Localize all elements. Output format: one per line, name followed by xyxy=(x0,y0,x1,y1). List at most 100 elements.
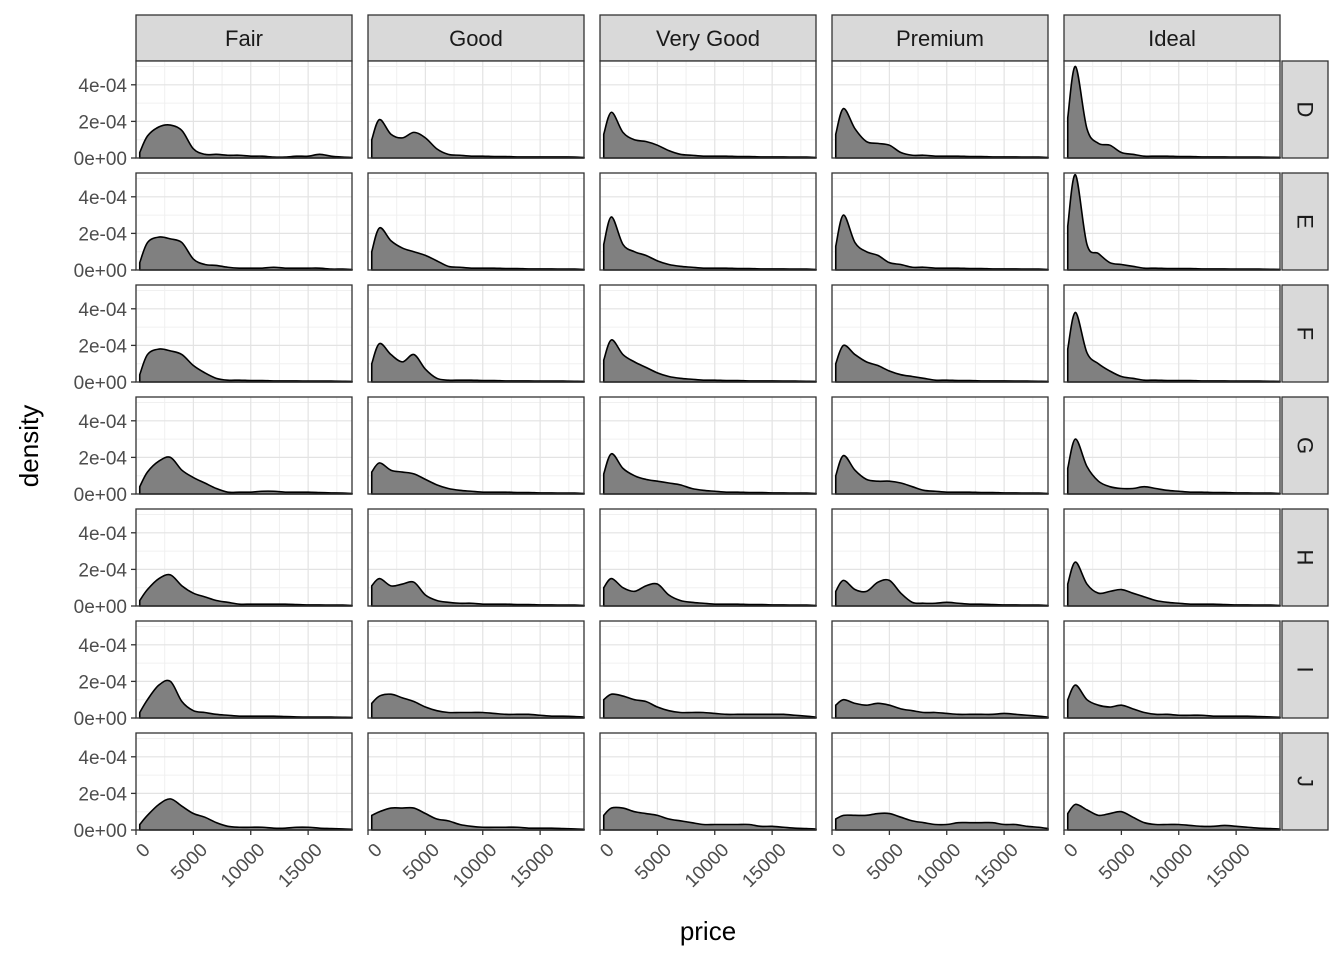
y-tick-label: 4e-04 xyxy=(78,300,127,321)
facet-strip-row-6: J xyxy=(1281,732,1329,831)
y-tick-label: 0e+00 xyxy=(74,485,127,506)
density-area xyxy=(602,577,817,607)
y-tick-label: 2e-04 xyxy=(78,784,127,805)
strip-background xyxy=(1281,732,1329,831)
strip-background xyxy=(1281,172,1329,271)
y-axis-row-5: 0e+00 2e-04 4e-04 xyxy=(74,636,136,730)
panel-J-ideal xyxy=(1063,732,1281,831)
y-tick-label: 4e-04 xyxy=(78,524,127,545)
x-tick-label: 5000 xyxy=(863,840,908,885)
x-tick-label: 0 xyxy=(1060,840,1082,862)
strip-label-col: Very Good xyxy=(656,26,760,51)
panel-border xyxy=(367,284,585,383)
panel-background xyxy=(600,509,816,606)
panel-border xyxy=(1063,508,1281,607)
density-area xyxy=(602,216,817,271)
panel-D-fair xyxy=(135,60,353,159)
panel-border xyxy=(831,396,1049,495)
panel-J-premium xyxy=(831,732,1049,831)
x-tick-label: 5000 xyxy=(167,840,212,885)
x-tick-label: 15000 xyxy=(506,840,558,892)
x-tick-label: 5000 xyxy=(399,840,444,885)
facet-strip-row-0: D xyxy=(1281,60,1329,159)
x-tick-label: 0 xyxy=(828,840,850,862)
y-tick-label: 4e-04 xyxy=(78,412,127,433)
density-area xyxy=(1066,684,1281,719)
strip-background xyxy=(1281,620,1329,719)
panel-E-premium xyxy=(831,172,1049,271)
y-tick-label: 0e+00 xyxy=(74,149,127,170)
y-tick-label: 2e-04 xyxy=(78,560,127,581)
panel-J-good xyxy=(367,732,585,831)
x-tick-label: 10000 xyxy=(913,840,965,892)
facet-strip-row-2: F xyxy=(1281,284,1329,383)
density-area xyxy=(138,124,353,159)
panel-background xyxy=(1064,61,1280,158)
y-axis-row-0: 0e+00 2e-04 4e-04 xyxy=(74,76,136,170)
x-axis-col-2: 0 5000 10000 15000 xyxy=(596,830,791,892)
density-area xyxy=(138,798,353,831)
strip-background xyxy=(599,14,817,62)
density-area xyxy=(138,348,353,383)
density-area xyxy=(1066,438,1281,495)
facet-strip-col-0: Fair xyxy=(135,14,353,62)
panel-border xyxy=(831,620,1049,719)
strip-label-row: G xyxy=(1293,437,1318,454)
panel-border xyxy=(1063,732,1281,831)
x-tick-label: 15000 xyxy=(1202,840,1254,892)
facet-strip-col-1: Good xyxy=(367,14,585,62)
x-axis-col-3: 0 5000 10000 15000 xyxy=(828,830,1023,892)
strip-label-row: F xyxy=(1293,327,1318,340)
density-area xyxy=(370,693,585,719)
panel-G-premium xyxy=(831,396,1049,495)
panel-F-fair xyxy=(135,284,353,383)
panel-H-ideal xyxy=(1063,508,1281,607)
panel-border xyxy=(367,396,585,495)
panel-I-very-good xyxy=(599,620,817,719)
density-area xyxy=(1066,65,1281,159)
panel-border xyxy=(367,60,585,159)
panel-border xyxy=(1063,172,1281,271)
density-area xyxy=(138,236,353,271)
density-area xyxy=(138,679,353,719)
y-tick-label: 4e-04 xyxy=(78,188,127,209)
x-tick-label: 15000 xyxy=(274,840,326,892)
density-area xyxy=(1066,174,1281,271)
panel-E-ideal xyxy=(1063,172,1281,271)
x-tick-label: 0 xyxy=(364,840,386,862)
panel-border xyxy=(599,396,817,495)
panel-E-fair xyxy=(135,172,353,271)
strip-label-row: E xyxy=(1293,214,1318,229)
strip-background xyxy=(1281,508,1329,607)
panel-background xyxy=(1064,733,1280,830)
strip-background xyxy=(1281,60,1329,159)
panel-border xyxy=(831,284,1049,383)
y-tick-label: 0e+00 xyxy=(74,821,127,842)
panel-background xyxy=(832,397,1048,494)
panel-border xyxy=(367,508,585,607)
y-axis-row-1: 0e+00 2e-04 4e-04 xyxy=(74,188,136,282)
x-tick-label: 5000 xyxy=(1095,840,1140,885)
panel-I-premium xyxy=(831,620,1049,719)
y-tick-label: 4e-04 xyxy=(78,636,127,657)
y-tick-label: 0e+00 xyxy=(74,261,127,282)
facet-strip-row-4: H xyxy=(1281,508,1329,607)
panel-border xyxy=(135,284,353,383)
strip-background xyxy=(135,14,353,62)
y-tick-label: 2e-04 xyxy=(78,336,127,357)
panel-border xyxy=(599,60,817,159)
panel-border xyxy=(1063,284,1281,383)
density-area xyxy=(602,806,817,831)
panel-border xyxy=(599,172,817,271)
strip-label-row: J xyxy=(1293,776,1318,787)
x-tick-label: 10000 xyxy=(1145,840,1197,892)
x-axis-title: price xyxy=(680,916,736,946)
panel-background xyxy=(832,733,1048,830)
panel-border xyxy=(599,508,817,607)
strip-label-row: D xyxy=(1293,102,1318,118)
density-area xyxy=(1066,803,1281,831)
panel-I-ideal xyxy=(1063,620,1281,719)
density-area xyxy=(138,573,353,607)
panel-border xyxy=(599,620,817,719)
